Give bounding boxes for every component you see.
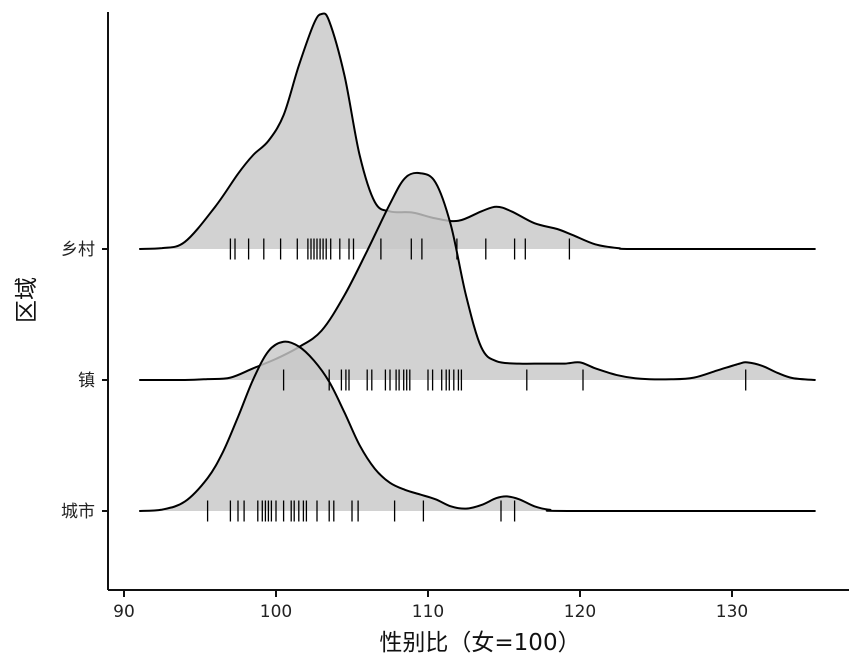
ridges-layer — [139, 12, 816, 512]
axes-layer — [107, 12, 849, 591]
ridge-outline-3 — [139, 340, 816, 512]
x-axis-title: 性别比（女=100） — [379, 630, 580, 656]
y-category-label-1: 乡村 — [61, 240, 95, 260]
ridge-area-1 — [139, 13, 816, 250]
y-category-label-2: 镇 — [78, 371, 95, 391]
y-category-label-3: 城市 — [61, 502, 95, 522]
x-tick-label-5: 130 — [716, 602, 748, 622]
ridge-outline-1 — [139, 12, 816, 251]
x-tick-label-4: 120 — [564, 602, 596, 622]
rugs-layer — [206, 238, 747, 522]
x-tick-label-3: 110 — [412, 602, 444, 622]
x-tick-label-1: 90 — [113, 602, 135, 622]
x-ticks: 90 100 110 120 130 — [113, 590, 748, 622]
y-axis-title: 区域 — [14, 277, 40, 323]
ridge-area-3 — [139, 341, 816, 511]
x-tick-label-2: 100 — [260, 602, 292, 622]
